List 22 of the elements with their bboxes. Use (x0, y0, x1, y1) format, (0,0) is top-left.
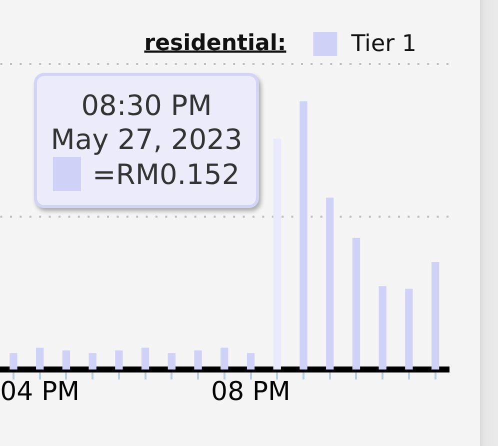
legend-label: Tier 1 (350, 31, 417, 57)
bar (378, 286, 386, 370)
bar (141, 348, 150, 370)
bar (88, 353, 96, 370)
bar (115, 350, 123, 370)
bar (352, 238, 360, 370)
bar (194, 350, 202, 370)
bar (273, 138, 281, 370)
x-tick-label: 08 PM (211, 376, 290, 407)
bar (36, 348, 44, 370)
bar (431, 262, 440, 370)
bar (168, 353, 176, 370)
bar (246, 353, 255, 370)
bar (405, 288, 413, 370)
annotation: 08:30 PM May 27, 2023 =RM0.152 (50, 89, 242, 191)
bar (326, 198, 334, 370)
x-tick-label: 04 PM (0, 376, 80, 407)
legend-title: residential: (144, 31, 286, 56)
bar (300, 101, 308, 370)
bar (10, 353, 18, 370)
bar (62, 350, 70, 370)
bar (220, 348, 228, 370)
